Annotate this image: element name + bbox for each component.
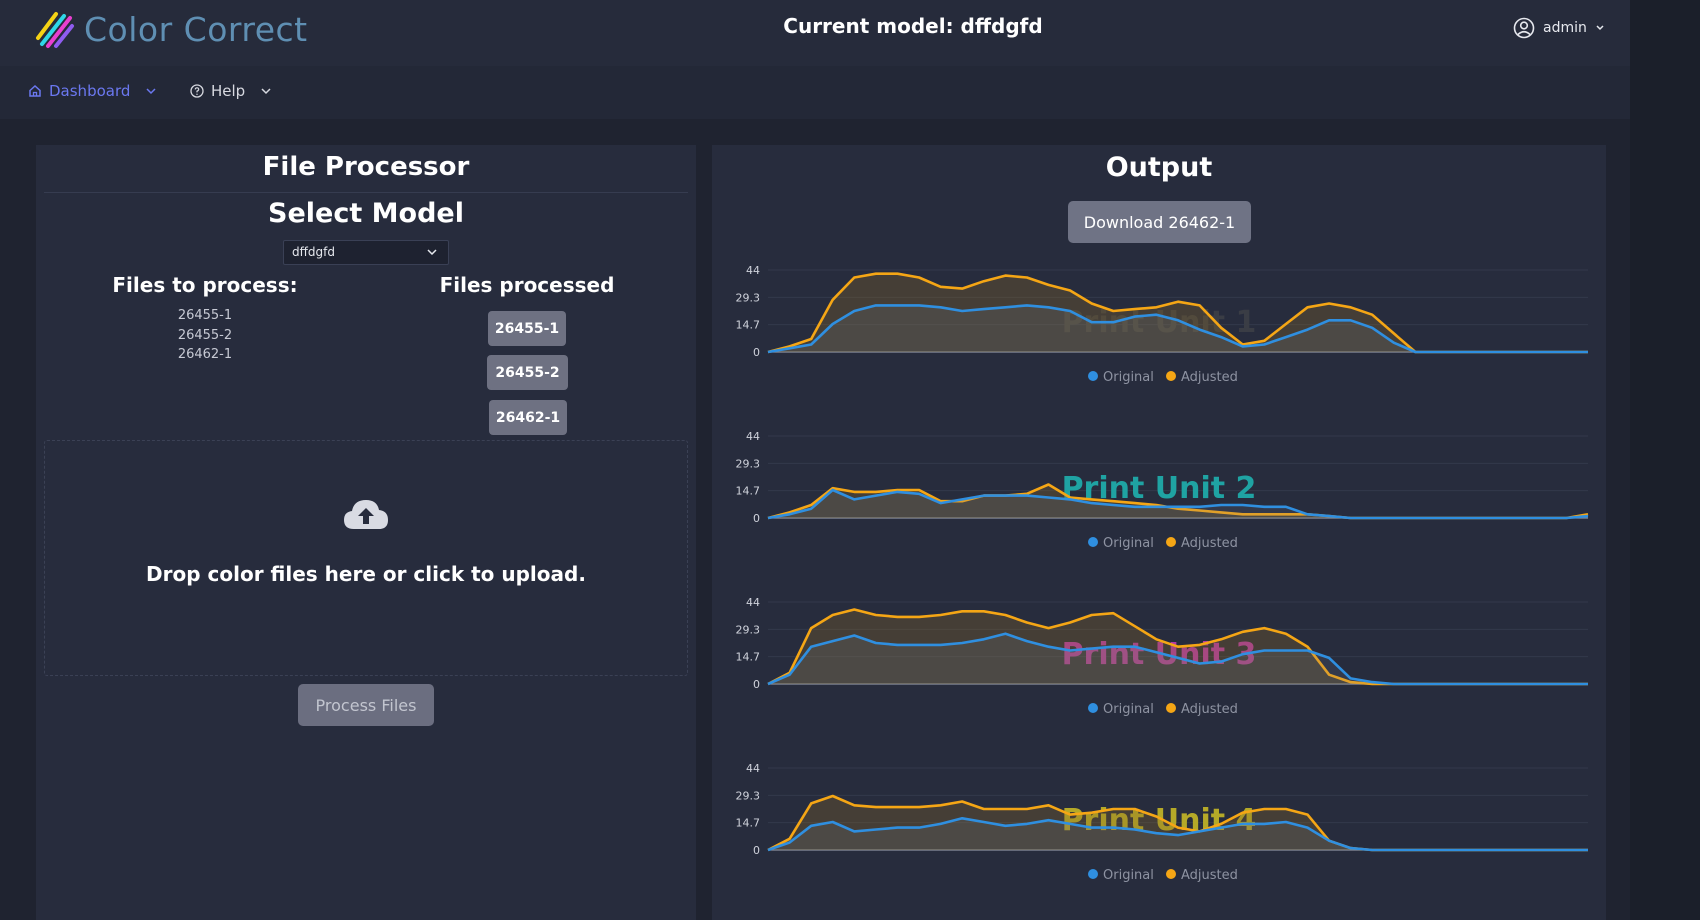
legend-label-original: Original bbox=[1103, 702, 1154, 717]
file-processor-panel bbox=[36, 145, 696, 920]
series-line bbox=[767, 817, 1588, 852]
legend-marker-adjusted bbox=[1166, 869, 1176, 879]
chart-title: Print Unit 3 bbox=[1062, 637, 1257, 672]
user-circle-icon bbox=[1513, 17, 1535, 39]
y-tick-label: 29.3 bbox=[736, 623, 761, 636]
nav-help-label: Help bbox=[211, 82, 246, 100]
divider bbox=[44, 192, 688, 193]
y-tick-label: 0 bbox=[753, 678, 760, 691]
y-tick-label: 0 bbox=[753, 346, 760, 359]
series-area bbox=[768, 818, 1588, 850]
app-brand[interactable]: Color Correct bbox=[84, 10, 308, 49]
legend-marker-adjusted bbox=[1166, 703, 1176, 713]
y-tick-label: 0 bbox=[753, 512, 760, 525]
chevron-down-icon bbox=[261, 88, 271, 95]
select-model-title: Select Model bbox=[268, 198, 464, 229]
legend-marker-original bbox=[1088, 869, 1098, 879]
y-tick-label: 14.7 bbox=[736, 817, 761, 830]
app-logo-icon bbox=[36, 12, 74, 48]
question-circle-icon bbox=[190, 84, 204, 98]
y-tick-label: 44 bbox=[746, 264, 760, 277]
legend-marker-adjusted bbox=[1166, 537, 1176, 547]
download-button[interactable]: Download 26462-1 bbox=[1068, 201, 1251, 243]
model-select[interactable]: dffdgfd bbox=[283, 240, 449, 265]
output-panel bbox=[712, 145, 1606, 920]
y-tick-label: 44 bbox=[746, 596, 760, 609]
files-to-process-list: 26455-1 26455-2 26462-1 bbox=[155, 306, 255, 365]
y-tick-label: 14.7 bbox=[736, 319, 761, 332]
list-item: 26455-1 bbox=[177, 308, 233, 323]
current-model-label: Current model: dffdgfd bbox=[783, 14, 1043, 38]
legend-marker-original bbox=[1088, 371, 1098, 381]
series-area bbox=[768, 484, 1588, 518]
legend-label-adjusted: Adjusted bbox=[1181, 868, 1238, 883]
nav-bar bbox=[0, 66, 1630, 119]
y-tick-label: 0 bbox=[753, 844, 760, 857]
processed-file-button[interactable]: 26455-2 bbox=[487, 355, 568, 390]
list-item: 26462-1 bbox=[177, 347, 233, 362]
legend-marker-adjusted bbox=[1166, 371, 1176, 381]
home-icon bbox=[29, 84, 41, 97]
chevron-down-icon bbox=[427, 249, 437, 256]
series-line bbox=[767, 304, 1588, 354]
chevron-down-icon bbox=[146, 88, 156, 95]
series-line bbox=[767, 488, 1589, 520]
series-area bbox=[768, 796, 1588, 850]
user-menu[interactable]: admin bbox=[1513, 17, 1605, 39]
y-tick-label: 14.7 bbox=[736, 651, 761, 664]
legend-marker-original bbox=[1088, 537, 1098, 547]
series-area bbox=[768, 305, 1588, 352]
legend-label-adjusted: Adjusted bbox=[1181, 702, 1238, 717]
model-select-value: dffdgfd bbox=[292, 245, 335, 259]
y-tick-label: 29.3 bbox=[736, 457, 761, 470]
cloud-upload-icon bbox=[344, 500, 388, 529]
upload-dropzone[interactable] bbox=[44, 440, 688, 676]
files-to-process-heading: Files to process: bbox=[112, 273, 298, 297]
processed-file-button[interactable]: 26462-1 bbox=[489, 400, 567, 435]
process-files-button[interactable]: Process Files bbox=[298, 684, 434, 726]
processed-file-button[interactable]: 26455-1 bbox=[488, 311, 566, 346]
series-area bbox=[768, 273, 1588, 352]
legend-label-original: Original bbox=[1103, 370, 1154, 385]
legend-label-original: Original bbox=[1103, 868, 1154, 883]
legend-label-adjusted: Adjusted bbox=[1181, 370, 1238, 385]
output-title: Output bbox=[1105, 152, 1213, 183]
y-tick-label: 44 bbox=[746, 762, 760, 775]
legend-marker-original bbox=[1088, 703, 1098, 713]
y-tick-label: 29.3 bbox=[736, 291, 761, 304]
user-name: admin bbox=[1543, 20, 1587, 36]
y-tick-label: 29.3 bbox=[736, 789, 761, 802]
nav-help[interactable]: Help bbox=[190, 82, 272, 100]
right-gutter bbox=[1630, 0, 1700, 920]
series-line bbox=[767, 632, 1588, 686]
series-area bbox=[768, 490, 1588, 518]
y-tick-label: 44 bbox=[746, 430, 760, 443]
nav-dashboard-label: Dashboard bbox=[49, 82, 131, 100]
legend-label-adjusted: Adjusted bbox=[1181, 536, 1238, 551]
legend-label-original: Original bbox=[1103, 536, 1154, 551]
files-processed-heading: Files processed bbox=[439, 273, 615, 297]
top-bar bbox=[0, 0, 1630, 66]
dropzone-text: Drop color files here or click to upload… bbox=[146, 562, 586, 586]
list-item: 26455-2 bbox=[177, 327, 233, 343]
nav-dashboard[interactable]: Dashboard bbox=[28, 82, 157, 100]
chevron-down-icon bbox=[1596, 25, 1604, 31]
file-processor-title: File Processor bbox=[262, 152, 470, 182]
y-tick-label: 14.7 bbox=[736, 485, 761, 498]
